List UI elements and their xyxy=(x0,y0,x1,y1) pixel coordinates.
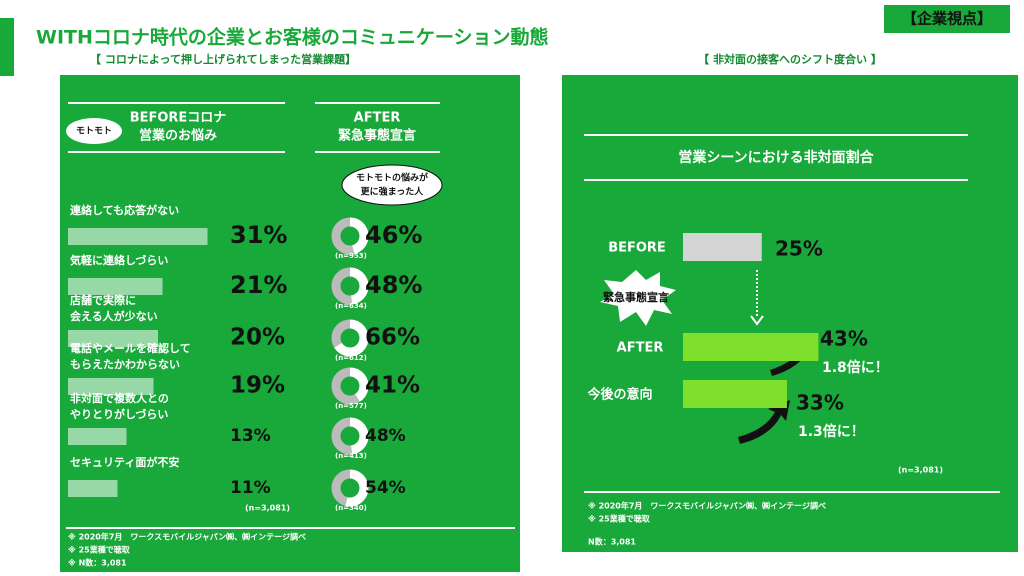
ratio: 1.3倍に！ xyxy=(798,423,865,440)
row-label: 連絡しても応答がない xyxy=(70,203,179,217)
row-label: 電話やメールを確認して xyxy=(70,341,191,355)
rules xyxy=(66,102,1000,529)
before-bar xyxy=(68,330,158,347)
bar xyxy=(683,233,762,261)
row-label: 店舗で実際に xyxy=(70,293,136,307)
before-bar xyxy=(68,228,208,245)
burst xyxy=(600,270,676,326)
before-bar xyxy=(68,378,154,395)
arrow-head xyxy=(750,315,764,326)
row-n: (n=953) xyxy=(335,252,367,260)
note: ※ N数：3,081 xyxy=(68,558,127,568)
row-label: BEFORE xyxy=(608,241,666,256)
ratio: 1.8倍に！ xyxy=(822,359,889,376)
note: ※ 25業種で聴取 xyxy=(588,514,650,524)
after-value: 48% xyxy=(365,426,406,446)
note: ※ 2020年7月 ワークスモバイルジャパン㈱、㈱インテージ調べ xyxy=(68,532,306,542)
badge-box xyxy=(884,5,1010,33)
up-arrow xyxy=(738,400,790,444)
donut xyxy=(331,267,369,305)
after-value: 54% xyxy=(365,478,406,498)
row-label: 気軽に連絡しづらい xyxy=(70,253,168,267)
after-value: 66% xyxy=(365,325,420,351)
donut xyxy=(331,469,369,507)
panel-title: 営業シーンにおける非対面割合 xyxy=(678,149,874,166)
before-value: 21% xyxy=(230,271,287,299)
burst-text: 緊急事態宣言 xyxy=(603,290,669,304)
after-heading: 緊急事態宣言 xyxy=(338,128,416,144)
before-bar xyxy=(68,278,163,295)
left-subtitle: 【 コロナによって押し上げられてしまった営業課題】 xyxy=(90,52,356,66)
row-label: セキュリティ面が不安 xyxy=(70,455,179,469)
row-n: (n=612) xyxy=(335,354,367,362)
row-label: AFTER xyxy=(617,341,664,356)
after-value: 41% xyxy=(365,373,420,399)
before-value: 31% xyxy=(230,221,287,249)
bar xyxy=(683,333,819,361)
note: N数：3,081 xyxy=(588,537,636,547)
row-label: 今後の意向 xyxy=(586,387,652,403)
after-heading: AFTER xyxy=(354,111,401,126)
bar-value: 43% xyxy=(820,327,868,351)
before-heading: BEFOREコロナ xyxy=(130,111,227,126)
donut xyxy=(331,217,369,255)
note: ※ 2020年7月 ワークスモバイルジャパン㈱、㈱インテージ調べ xyxy=(588,501,826,511)
before-value: 20% xyxy=(230,325,285,351)
before-value: 19% xyxy=(230,373,285,399)
accent-stripe xyxy=(0,18,14,76)
before-value: 13% xyxy=(230,426,271,446)
donut xyxy=(331,367,369,405)
row-label: 会える人が少ない xyxy=(70,309,158,323)
bar-value: 25% xyxy=(775,237,823,261)
after-value: 48% xyxy=(365,271,422,299)
row-n: (n=340) xyxy=(335,504,367,512)
row-n: (n=413) xyxy=(335,452,367,460)
donut xyxy=(331,319,369,357)
before-bar xyxy=(68,480,118,497)
note: ※ 25業種で聴取 xyxy=(68,545,130,555)
before-value: 11% xyxy=(230,478,271,498)
bubble xyxy=(66,118,122,144)
row-label: やりとりがしづらい xyxy=(70,407,168,421)
n-total: (n=3,081) xyxy=(898,466,943,475)
bubble-text: モトモト xyxy=(76,126,112,137)
bar xyxy=(683,380,787,408)
left-panel xyxy=(60,75,520,572)
row-label: 非対面で複数人との xyxy=(70,391,169,405)
row-n: (n=634) xyxy=(335,302,367,310)
bubble xyxy=(341,164,443,206)
before-bar xyxy=(68,428,127,445)
n-total: (n=3,081) xyxy=(245,504,290,513)
row-n: (n=577) xyxy=(335,402,367,410)
before-heading: 営業のお悩み xyxy=(139,128,217,144)
title: WITHコロナ時代の企業とお客様のコミュニケーション動態 xyxy=(36,26,549,49)
bubble-text: 更に強まった人 xyxy=(361,186,425,198)
badge: 【企業視点】 xyxy=(902,10,992,28)
after-value: 46% xyxy=(365,221,422,249)
bar-value: 33% xyxy=(796,391,844,415)
row-label: もらえたかわからない xyxy=(70,358,180,371)
donut xyxy=(331,417,369,455)
right-subtitle: 【 非対面の接客へのシフト度合い 】 xyxy=(698,52,882,66)
bubble-text: モトモトの悩みが xyxy=(356,172,429,184)
